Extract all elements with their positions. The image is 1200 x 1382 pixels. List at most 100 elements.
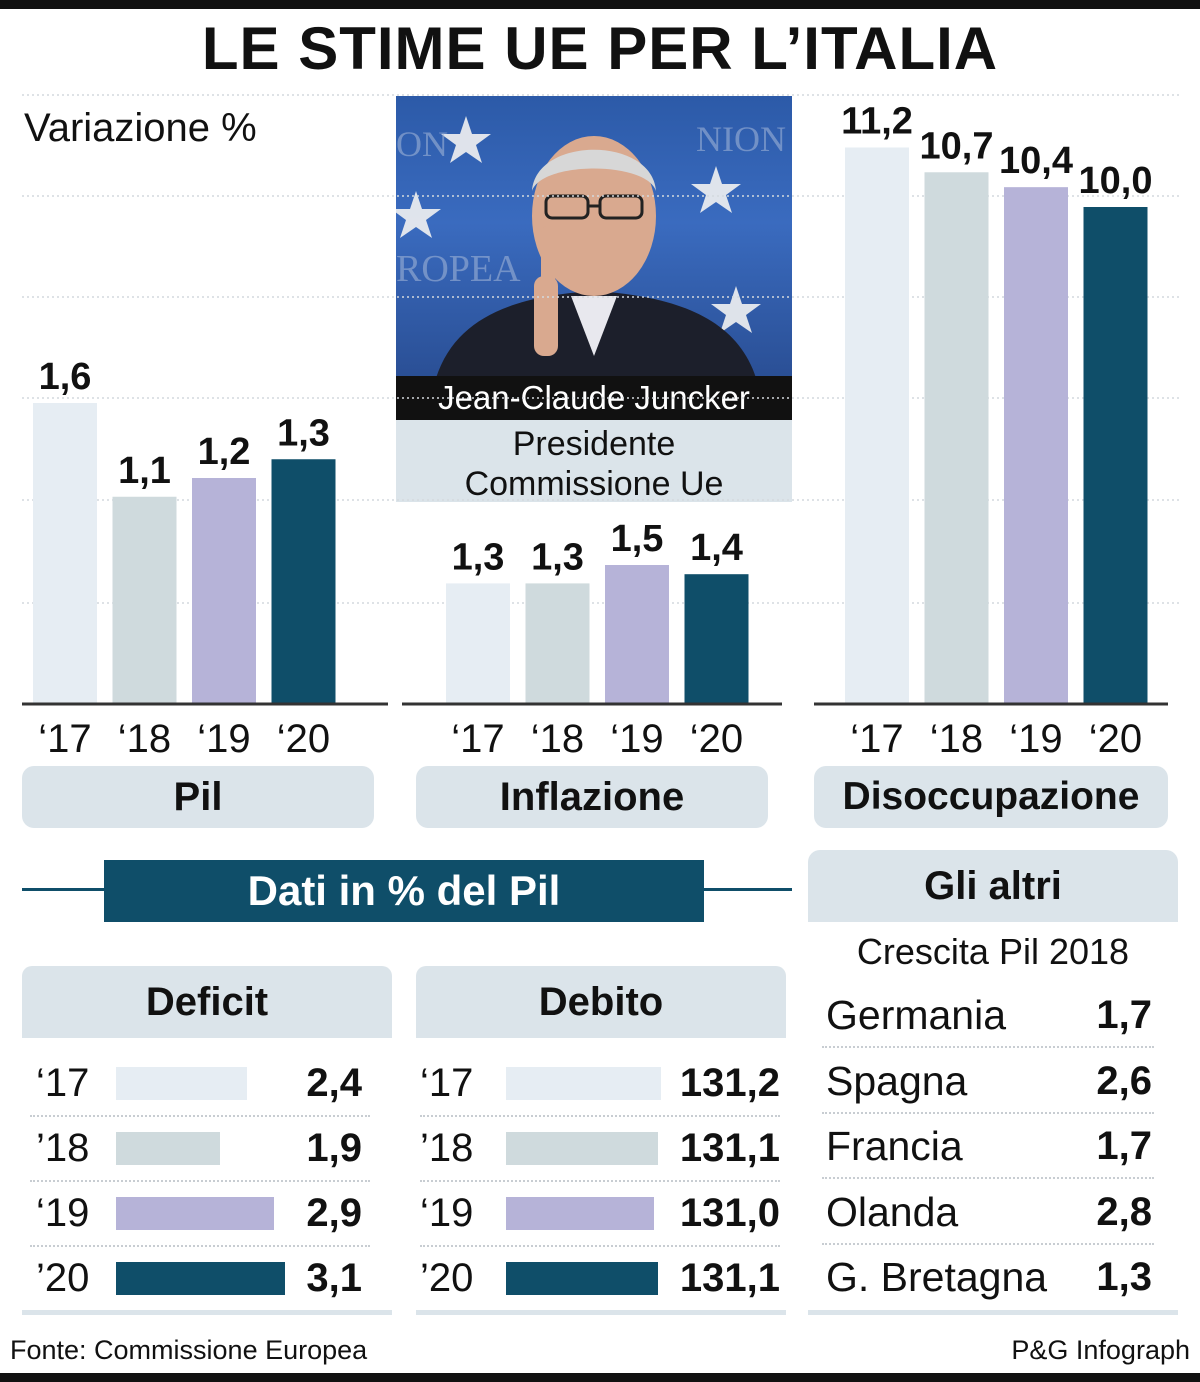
role-line-2: Commissione Ue (464, 465, 724, 503)
page-title: LE STIME UE PER L’ITALIA (201, 15, 999, 82)
bar (1004, 187, 1068, 703)
deficit-title: Deficit (22, 966, 392, 1038)
row-year-label: ’18 (420, 1126, 474, 1170)
bar (525, 583, 590, 703)
row-year-label: ‘19 (420, 1191, 474, 1235)
row-divider (822, 1046, 1154, 1048)
pil-chart-title: Pil (22, 766, 374, 828)
row-divider (30, 1245, 370, 1247)
tick-label: ‘18 (930, 717, 983, 761)
credit-note: P&G Infograph (1011, 1335, 1190, 1365)
bar (33, 403, 97, 703)
country-value: 2,6 (1096, 1059, 1152, 1103)
source-note: Fonte: Commissione Europea (10, 1335, 368, 1365)
hbar (116, 1132, 220, 1165)
row-value: 2,4 (306, 1061, 362, 1105)
vertical-bar-charts: 1,6 ‘17 1,1 ‘18 1,2 ‘19 1,3 ‘20 1,3 ‘17 1,3 ‘18 1,5 ‘… (22, 94, 1180, 761)
data-label: 10,0 (1079, 160, 1153, 202)
top-rule (0, 0, 1200, 9)
country-value: 1,7 (1096, 993, 1152, 1037)
country-name: Olanda (826, 1189, 959, 1235)
data-label: 1,3 (277, 412, 330, 454)
country-value: 1,3 (1096, 1255, 1152, 1299)
country-name: Spagna (826, 1058, 968, 1104)
bar (446, 583, 510, 703)
row-value: 131,2 (679, 1061, 780, 1105)
tick-label: ‘20 (1089, 717, 1142, 761)
country-name: Germania (826, 992, 1007, 1038)
hbar (506, 1262, 658, 1295)
data-label: 11,2 (841, 100, 913, 142)
svg-text:ROPEA: ROPEA (396, 248, 521, 290)
row-value: 3,1 (306, 1256, 362, 1300)
tick-label: ‘19 (1009, 717, 1062, 761)
country-name: Francia (826, 1123, 963, 1169)
data-label: 1,3 (531, 536, 584, 578)
country-name: G. Bretagna (826, 1254, 1048, 1300)
country-value: 1,7 (1096, 1124, 1152, 1168)
bar (924, 172, 989, 703)
bar (684, 574, 749, 703)
debito-title: Debito (416, 966, 786, 1038)
altri-bottom-rule (808, 1310, 1178, 1315)
svg-text:NION: NION (696, 119, 786, 159)
tick-label: ‘17 (451, 717, 504, 761)
tick-label: ‘17 (850, 717, 903, 761)
row-value: 1,9 (306, 1126, 362, 1170)
data-label: 1,6 (39, 356, 92, 398)
data-label: 10,7 (920, 125, 994, 167)
tick-label: ‘20 (277, 717, 330, 761)
disoccupazione-chart-title: Disoccupazione (814, 766, 1168, 828)
bar (112, 496, 177, 703)
tick-label: ‘18 (531, 717, 584, 761)
role-line-1: Presidente (512, 425, 676, 463)
data-label: 1,1 (118, 450, 171, 492)
bar (845, 147, 909, 704)
hbar (116, 1262, 285, 1295)
row-divider (30, 1115, 370, 1117)
bar (1083, 207, 1148, 703)
row-divider (822, 1177, 1154, 1179)
country-value: 2,8 (1096, 1190, 1152, 1234)
row-year-label: ’18 (36, 1126, 90, 1170)
row-year-label: ‘17 (36, 1061, 90, 1105)
row-divider (420, 1115, 780, 1117)
tick-label: ‘17 (38, 717, 91, 761)
altri-subtitle: Crescita Pil 2018 (856, 931, 1130, 972)
data-label: 1,4 (690, 527, 743, 569)
hbar (506, 1132, 658, 1165)
deficit-bottom-rule (22, 1310, 392, 1315)
data-label: 10,4 (999, 140, 1073, 182)
inflazione-chart-title: Inflazione (416, 766, 768, 828)
bar (192, 478, 256, 703)
svg-text:ON: ON (396, 124, 448, 164)
altri-title: Gli altri (808, 850, 1178, 922)
photo-caption-role: Presidente Commissione Ue (396, 420, 792, 503)
portrait-illustration: ON NION ROPEA (396, 116, 786, 378)
tick-label: ‘20 (690, 717, 743, 761)
tick-label: ‘18 (118, 717, 171, 761)
row-divider (822, 1243, 1154, 1245)
data-label: 1,5 (611, 518, 664, 560)
bar (271, 459, 336, 703)
row-year-label: ‘19 (36, 1191, 90, 1235)
data-label: 1,2 (198, 431, 251, 473)
row-divider (420, 1245, 780, 1247)
row-value: 131,0 (679, 1191, 780, 1235)
row-value: 131,1 (679, 1256, 780, 1300)
row-divider (822, 1112, 1154, 1114)
row-divider (420, 1180, 780, 1182)
hbar (116, 1197, 275, 1230)
debito-bottom-rule (416, 1310, 786, 1315)
hbar (506, 1197, 654, 1230)
row-value: 131,1 (679, 1126, 780, 1170)
bar (605, 565, 669, 703)
row-value: 2,9 (306, 1191, 362, 1235)
tick-label: ‘19 (197, 717, 250, 761)
hbar (116, 1067, 247, 1100)
bottom-rule (0, 1373, 1200, 1382)
section-banner: Dati in % del Pil (104, 860, 704, 922)
tick-label: ‘19 (610, 717, 663, 761)
chart-subtitle: Variazione % (24, 106, 257, 150)
row-year-label: ‘17 (420, 1061, 474, 1105)
